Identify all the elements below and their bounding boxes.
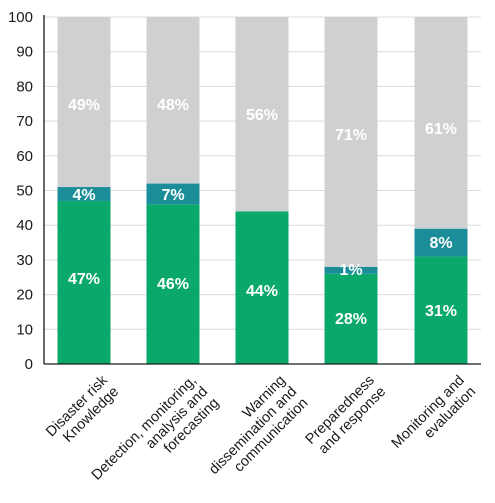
bar-segment [146, 204, 200, 364]
bar-segment [146, 17, 200, 184]
bar-segment [235, 17, 289, 212]
bar-segment [324, 266, 378, 274]
y-tick-label: 60 [16, 148, 33, 165]
data-label: 46% [157, 276, 189, 293]
data-label: 8% [429, 235, 452, 252]
y-tick-label: 80 [16, 78, 33, 95]
bar-segment [235, 211, 289, 364]
data-label: 28% [335, 311, 367, 328]
y-tick-label: 40 [16, 217, 33, 234]
bar-segment [324, 17, 378, 267]
y-tick-label: 50 [16, 183, 33, 200]
data-label: 71% [335, 127, 367, 144]
y-tick-label: 10 [16, 321, 33, 338]
y-tick-label: 30 [16, 252, 33, 269]
data-label: 48% [157, 97, 189, 114]
data-label: 7% [161, 187, 184, 204]
data-label: 1% [339, 262, 362, 279]
bar-segment [414, 17, 468, 229]
data-label: 49% [68, 97, 100, 114]
data-label: 4% [72, 187, 95, 204]
data-label: 47% [68, 271, 100, 288]
bar-segment [414, 256, 468, 364]
data-label: 31% [425, 303, 457, 320]
y-tick-label: 20 [16, 287, 33, 304]
y-tick-label: 100 [8, 9, 33, 26]
y-tick-label: 0 [25, 356, 33, 373]
bar-segment [324, 273, 378, 364]
bar-segment [146, 183, 200, 205]
bar-segment [57, 187, 111, 201]
y-tick-label: 90 [16, 44, 33, 61]
data-label: 44% [246, 283, 278, 300]
bar-segment [414, 228, 468, 257]
data-label: 61% [425, 121, 457, 138]
data-label: 56% [246, 107, 278, 124]
bar-segment [57, 17, 111, 188]
y-tick-label: 70 [16, 113, 33, 130]
bar-segment [57, 200, 111, 364]
